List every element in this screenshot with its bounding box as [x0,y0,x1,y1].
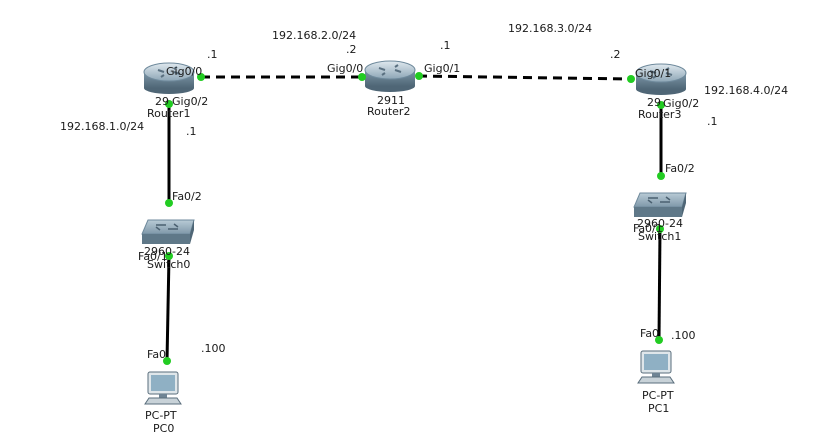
router3-name: Router3 [638,108,682,121]
port-dot-sw0-fa01 [165,252,173,260]
switch0-name: Switch0 [147,258,191,271]
links [165,74,663,362]
octet-r1-gig02: .1 [186,125,197,138]
port-label-sw0-fa02: Fa0/2 [172,190,202,203]
port-dot-r2-gig00 [358,73,366,81]
router1-name: Router1 [147,107,191,120]
link-r2-r3[interactable] [417,74,632,81]
router3-model: 29 [647,96,661,109]
pc0-icon[interactable] [144,371,182,405]
octet-pc0: .100 [201,342,226,355]
port-label-r1-gig00: Gig0/0 [166,65,203,78]
network-label-net1: 192.168.1.0/24 [60,120,145,133]
port-dot-r1-gig00 [197,73,205,81]
port-label-r1-gig02: Gig0/2 [172,95,209,108]
switch1-model: 2960-24 [637,217,683,230]
switch1-name: Switch1 [638,230,682,243]
router1-model: 29 [155,95,169,108]
pc1-name: PC1 [648,402,670,415]
switch0-icon[interactable] [141,219,195,244]
port-label-sw1-fa01: Fa0/1 [633,222,663,235]
octet-r1-gig00: .1 [207,48,218,61]
router2-name: Router2 [367,105,411,118]
port-dot-sw0-fa02 [165,199,173,207]
port-label-pc0-fa0: Fa0 [147,348,167,361]
port-dot-sw1-fa02 [657,172,665,180]
octet-r2-gig01: .1 [440,39,451,52]
port-label-r2-gig01: Gig0/1 [424,62,461,75]
pc0-name: PC0 [153,422,175,435]
port-dot-r3-gig02 [657,101,665,109]
port-label-r3-gig02: Gig0/2 [663,97,700,110]
octet-pc1: .100 [671,329,696,342]
router2-model: 2911 [377,94,405,107]
pc1-icon[interactable] [637,350,675,384]
network-label-net2: 192.168.2.0/24 [272,29,357,42]
router3-icon[interactable] [635,63,687,95]
switch1-icon[interactable] [633,192,687,217]
router2-icon[interactable] [364,60,416,92]
link-sw0-pc0[interactable] [165,255,171,362]
octet-r3-gig02: .1 [707,115,718,128]
port-label-sw0-fa01: Fa0/1 [138,250,168,263]
port-label-pc1-fa0: Fa0 [640,327,660,340]
port-label-r2-gig00: Gig0/0 [327,62,364,75]
port-label-sw1-fa02: Fa0/2 [665,162,695,175]
port-dot-r2-gig01 [415,72,423,80]
port-dots [163,72,665,365]
link-sw1-pc1[interactable] [657,228,662,341]
network-label-net3: 192.168.3.0/24 [508,22,593,35]
port-dot-pc1-fa0 [655,336,663,344]
pc1-model: PC-PT [642,389,674,402]
octet-r2-gig00: .2 [346,43,357,56]
port-label-r3-gig01: Gig0/1 [635,67,672,80]
port-dot-pc0-fa0 [163,357,171,365]
router1-icon[interactable] [143,62,195,94]
network-label-net4: 192.168.4.0/24 [704,84,789,97]
pc0-model: PC-PT [145,409,177,422]
switch0-model: 2960-24 [144,245,190,258]
octet-r3-gig01: .2 [610,48,621,61]
port-dot-sw1-fa01 [656,225,664,233]
port-dot-r1-gig02 [165,100,173,108]
port-dot-r3-gig01 [627,75,635,83]
